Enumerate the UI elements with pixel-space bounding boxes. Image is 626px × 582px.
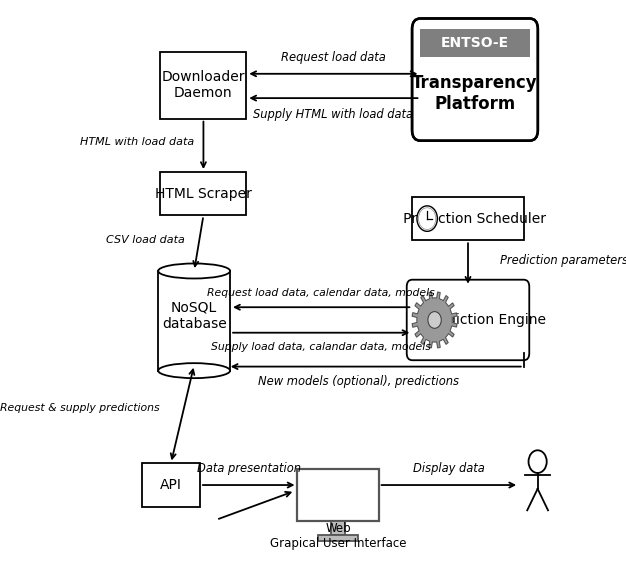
FancyBboxPatch shape	[407, 280, 529, 360]
Text: Data presentation: Data presentation	[197, 462, 300, 475]
Bar	[297, 469, 379, 521]
Text: Supply load data, calandar data, models: Supply load data, calandar data, models	[211, 342, 431, 352]
FancyBboxPatch shape	[412, 19, 538, 141]
Ellipse shape	[158, 363, 230, 378]
Text: Web
Grapical User Interface: Web Grapical User Interface	[270, 522, 406, 550]
Text: HTML Scraper: HTML Scraper	[155, 187, 252, 201]
Circle shape	[428, 311, 441, 328]
Text: New models (optional), predictions: New models (optional), predictions	[259, 375, 459, 388]
Text: Prediction Scheduler: Prediction Scheduler	[390, 212, 546, 226]
Ellipse shape	[158, 264, 230, 279]
FancyBboxPatch shape	[413, 197, 524, 240]
Text: API: API	[160, 478, 182, 492]
Text: Prediction Engine: Prediction Engine	[390, 313, 546, 327]
Text: HTML with load data: HTML with load data	[80, 137, 194, 147]
Text: ENTSO-E: ENTSO-E	[441, 36, 509, 50]
FancyBboxPatch shape	[421, 29, 530, 57]
Text: Request & supply predictions: Request & supply predictions	[0, 403, 160, 413]
Text: NoSQL
database: NoSQL database	[162, 300, 227, 331]
Polygon shape	[412, 292, 457, 348]
Text: Display data: Display data	[413, 462, 485, 475]
Text: Request load data, calendar data, models: Request load data, calendar data, models	[207, 288, 435, 299]
Text: Supply HTML with load data: Supply HTML with load data	[254, 108, 413, 121]
Text: CSV load data: CSV load data	[106, 235, 185, 246]
Circle shape	[528, 450, 546, 473]
Text: Prediction parameters: Prediction parameters	[501, 254, 626, 267]
Text: Transparency
Platform: Transparency Platform	[412, 74, 538, 113]
FancyBboxPatch shape	[142, 463, 200, 507]
FancyBboxPatch shape	[160, 52, 247, 119]
Circle shape	[418, 208, 436, 229]
Text: Request load data: Request load data	[281, 51, 386, 64]
Bar	[318, 534, 358, 541]
Circle shape	[417, 206, 438, 231]
Bar	[158, 271, 230, 371]
FancyBboxPatch shape	[160, 172, 247, 215]
Text: Downloader
Daemon: Downloader Daemon	[162, 70, 245, 101]
Bar	[331, 521, 346, 534]
